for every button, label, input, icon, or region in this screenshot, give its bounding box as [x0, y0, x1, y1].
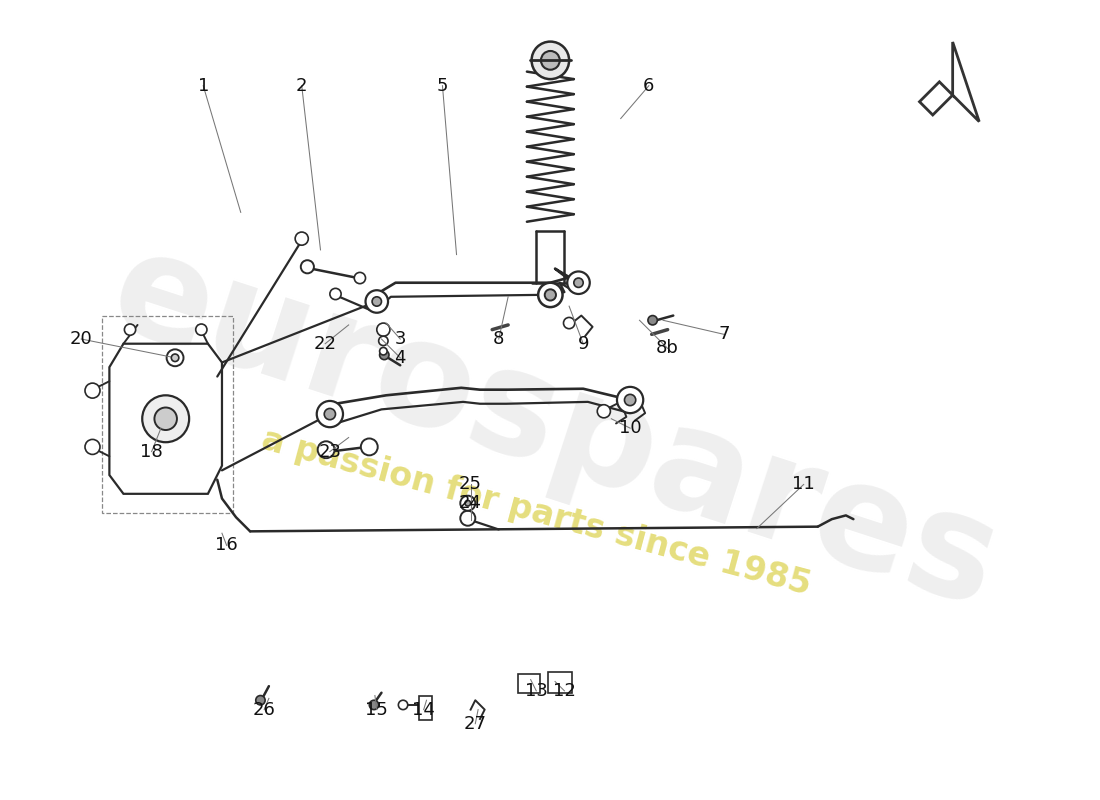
Circle shape — [85, 439, 100, 454]
Circle shape — [317, 401, 343, 427]
Text: 26: 26 — [253, 701, 276, 718]
Text: a passion for parts since 1985: a passion for parts since 1985 — [258, 423, 815, 602]
Circle shape — [166, 350, 184, 366]
Text: 25: 25 — [459, 475, 482, 494]
Circle shape — [597, 405, 611, 418]
Text: 20: 20 — [70, 330, 92, 348]
Text: 16: 16 — [216, 537, 238, 554]
Text: 13: 13 — [525, 682, 548, 700]
Circle shape — [538, 282, 562, 307]
Circle shape — [330, 288, 341, 300]
Circle shape — [568, 271, 590, 294]
Circle shape — [378, 336, 388, 346]
Text: 8: 8 — [493, 330, 505, 348]
Circle shape — [354, 273, 365, 284]
Circle shape — [625, 394, 636, 406]
Text: 3: 3 — [395, 330, 406, 348]
Circle shape — [361, 438, 377, 455]
Circle shape — [379, 350, 389, 360]
Text: 8b: 8b — [657, 339, 679, 358]
Text: eurospares: eurospares — [95, 218, 1015, 638]
Text: 14: 14 — [412, 701, 436, 718]
Circle shape — [370, 700, 378, 710]
Circle shape — [544, 290, 556, 301]
Text: 24: 24 — [459, 494, 482, 512]
Text: 7: 7 — [718, 326, 729, 343]
Text: 11: 11 — [792, 475, 815, 494]
Circle shape — [531, 42, 569, 79]
Bar — [517, 674, 540, 693]
Circle shape — [196, 324, 207, 335]
Circle shape — [124, 324, 135, 335]
Circle shape — [85, 383, 100, 398]
Circle shape — [372, 297, 382, 306]
Circle shape — [460, 510, 475, 526]
Bar — [548, 672, 572, 693]
Circle shape — [300, 260, 313, 274]
Circle shape — [318, 442, 334, 458]
Circle shape — [398, 700, 408, 710]
Circle shape — [563, 318, 574, 329]
Circle shape — [365, 290, 388, 313]
Text: 27: 27 — [464, 714, 487, 733]
Bar — [419, 695, 432, 720]
Circle shape — [377, 323, 389, 336]
Text: 2: 2 — [296, 77, 308, 94]
Text: 22: 22 — [314, 334, 337, 353]
Circle shape — [154, 407, 177, 430]
Bar — [102, 315, 233, 513]
Text: 12: 12 — [553, 682, 576, 700]
Circle shape — [541, 51, 560, 70]
Text: 18: 18 — [140, 442, 163, 461]
Circle shape — [324, 409, 336, 420]
Circle shape — [142, 395, 189, 442]
Circle shape — [465, 500, 471, 506]
Circle shape — [295, 232, 308, 245]
Text: 23: 23 — [318, 442, 341, 461]
Circle shape — [172, 354, 179, 362]
Text: 9: 9 — [578, 334, 588, 353]
Text: 1: 1 — [198, 77, 209, 94]
Text: 5: 5 — [437, 77, 448, 94]
Circle shape — [574, 278, 583, 287]
Text: 4: 4 — [395, 349, 406, 366]
Text: 15: 15 — [365, 701, 388, 718]
Text: 10: 10 — [619, 419, 641, 437]
Text: 6: 6 — [644, 77, 654, 94]
Circle shape — [379, 347, 387, 355]
Circle shape — [256, 695, 265, 705]
Circle shape — [460, 496, 475, 510]
Circle shape — [617, 387, 643, 413]
Circle shape — [648, 315, 658, 325]
